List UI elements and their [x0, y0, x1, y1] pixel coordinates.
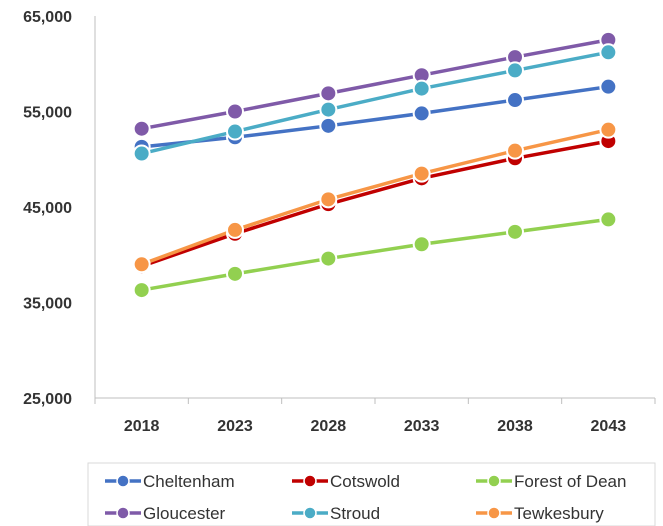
- legend-swatch-marker: [303, 506, 317, 520]
- series-line-tewkesbury: [139, 127, 611, 267]
- y-tick-labels: 25,000 35,000 45,000 55,000 65,000: [23, 9, 72, 408]
- data-point-tewkesbury: [226, 220, 244, 239]
- legend-label: Gloucester: [143, 504, 226, 523]
- series-line-forest-of-dean: [139, 217, 611, 292]
- data-point-cheltenham: [599, 77, 618, 96]
- legend-box: [87, 462, 656, 526]
- data-point-stroud: [506, 61, 524, 80]
- data-point-stroud: [412, 79, 431, 98]
- data-point-stroud: [226, 122, 244, 141]
- legend-swatch-marker: [116, 506, 130, 520]
- data-point-forest-of-dean: [412, 235, 431, 254]
- y-tick-label: 25,000: [23, 391, 72, 408]
- x-tick-label: 2038: [497, 418, 533, 435]
- y-tick-label: 65,000: [23, 9, 72, 26]
- x-tick-label: 2028: [311, 418, 347, 435]
- data-point-cheltenham: [506, 91, 524, 110]
- data-point-cheltenham: [412, 104, 431, 123]
- legend-item-cotswold: Cotswold: [292, 472, 400, 491]
- x-tick-label: 2023: [217, 418, 253, 435]
- data-point-tewkesbury: [599, 120, 618, 139]
- x-tick-label: 2043: [591, 418, 627, 435]
- series-line-stroud: [139, 50, 611, 156]
- data-point-tewkesbury: [506, 141, 524, 160]
- data-point-forest-of-dean: [226, 264, 244, 283]
- x-tick-label: 2033: [404, 418, 440, 435]
- chart-axes: [94, 16, 655, 399]
- legend-label: Forest of Dean: [514, 472, 626, 491]
- legend-label: Cheltenham: [143, 472, 235, 491]
- legend-item-stroud: Stroud: [292, 504, 380, 523]
- data-point-cheltenham: [319, 116, 338, 135]
- series-points: [132, 30, 618, 300]
- data-point-gloucester: [226, 102, 244, 121]
- data-point-forest-of-dean: [319, 249, 338, 268]
- series-line-gloucester: [139, 38, 611, 131]
- series-lines: [139, 38, 611, 292]
- legend-swatch-marker: [487, 474, 501, 488]
- legend-label: Cotswold: [330, 472, 400, 491]
- data-point-stroud: [132, 144, 151, 163]
- legend-label: Tewkesbury: [514, 504, 604, 523]
- data-point-stroud: [319, 100, 338, 119]
- legend-item-cheltenham: Cheltenham: [105, 472, 235, 491]
- data-point-tewkesbury: [132, 255, 151, 274]
- y-tick-label: 55,000: [23, 105, 72, 122]
- data-point-stroud: [599, 43, 618, 62]
- legend: Cheltenham Cotswold Forest of Dean Gloucest…: [105, 472, 626, 523]
- series-line-cotswold: [139, 139, 611, 268]
- series-line-cheltenham: [139, 84, 611, 149]
- legend-swatch-marker: [303, 474, 317, 488]
- legend-item-gloucester: Gloucester: [105, 504, 226, 523]
- legend-item-tewkesbury: Tewkesbury: [476, 504, 604, 523]
- legend-swatch-marker: [116, 474, 130, 488]
- y-tick-label: 35,000: [23, 296, 72, 313]
- data-point-forest-of-dean: [132, 281, 151, 300]
- x-tick-label: 2018: [124, 418, 160, 435]
- data-point-tewkesbury: [319, 190, 338, 209]
- legend-swatch-marker: [487, 506, 501, 520]
- y-tick-label: 45,000: [23, 200, 72, 217]
- data-point-forest-of-dean: [599, 210, 618, 229]
- legend-item-forest-of-dean: Forest of Dean: [476, 472, 626, 491]
- data-point-gloucester: [319, 84, 338, 103]
- data-point-gloucester: [132, 119, 151, 138]
- x-tick-labels: 2018 2023 2028 2033 2038 2043: [94, 398, 656, 435]
- legend-label: Stroud: [330, 504, 380, 523]
- data-point-forest-of-dean: [506, 222, 524, 241]
- data-point-tewkesbury: [412, 164, 431, 183]
